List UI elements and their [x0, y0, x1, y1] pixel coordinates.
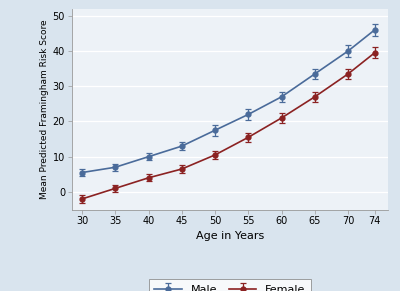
Y-axis label: Mean Predicted Framingham Risk Score: Mean Predicted Framingham Risk Score — [40, 19, 48, 199]
Legend: Male, Female: Male, Female — [149, 279, 311, 291]
X-axis label: Age in Years: Age in Years — [196, 231, 264, 241]
